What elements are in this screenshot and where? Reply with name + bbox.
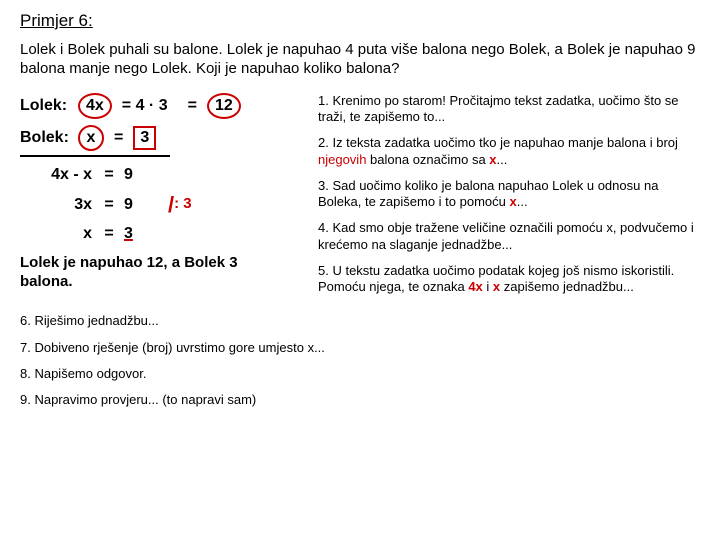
step-8: 8. Napišemo odgovor.	[20, 366, 700, 382]
lolek-row: Lolek: 4x = 4 · 3 = 12	[20, 93, 300, 119]
bottom-steps: 6. Riješimo jednadžbu... 7. Dobiveno rje…	[20, 313, 700, 408]
underline-rule	[20, 155, 170, 157]
step-6: 6. Riješimo jednadžbu...	[20, 313, 700, 329]
work-row-2: 3x = 9 / : 3	[20, 191, 300, 219]
lolek-4x-circle: 4x	[78, 93, 112, 119]
step-3: 3. Sad uočimo koliko je balona napuhao L…	[318, 178, 700, 211]
lolek-answer-circle: 12	[207, 93, 241, 119]
step-4: 4. Kad smo obje tražene veličine označil…	[318, 220, 700, 253]
work-row-1: 4x - x = 9	[20, 165, 300, 185]
example-title: Primjer 6:	[20, 10, 700, 31]
lolek-label: Lolek:	[20, 96, 78, 116]
lolek-eq2: =	[188, 96, 197, 116]
bolek-answer-box: 3	[133, 126, 156, 150]
divide-text: : 3	[174, 195, 192, 214]
work-area: 4x - x = 9 3x = 9 / : 3 x = 3	[20, 165, 300, 245]
problem-text: Lolek i Bolek puhali su balone. Lolek je…	[20, 41, 700, 79]
left-column: Lolek: 4x = 4 · 3 = 12 Bolek: x = 3 4x -…	[20, 93, 300, 306]
bolek-x-circle: x	[78, 125, 104, 151]
lolek-eq1: = 4 · 3	[122, 96, 168, 116]
step-1: 1. Krenimo po starom! Pročitajmo tekst z…	[318, 93, 700, 126]
step-7: 7. Dobiveno rješenje (broj) uvrstimo gor…	[20, 340, 700, 356]
conclusion-text: Lolek je napuhao 12, a Bolek 3 balona.	[20, 254, 280, 292]
step-9: 9. Napravimo provjeru... (to napravi sam…	[20, 392, 700, 408]
right-column: 1. Krenimo po starom! Pročitajmo tekst z…	[318, 93, 700, 306]
step-5: 5. U tekstu zadatka uočimo podatak kojeg…	[318, 263, 700, 296]
step-2: 2. Iz teksta zadatka uočimo tko je napuh…	[318, 135, 700, 168]
final-x-value: 3	[124, 225, 133, 242]
content-area: Lolek: 4x = 4 · 3 = 12 Bolek: x = 3 4x -…	[20, 93, 700, 306]
bolek-eq: =	[114, 128, 123, 148]
bolek-row: Bolek: x = 3	[20, 125, 300, 151]
bolek-label: Bolek:	[20, 128, 78, 148]
work-row-3: x = 3	[20, 224, 300, 244]
